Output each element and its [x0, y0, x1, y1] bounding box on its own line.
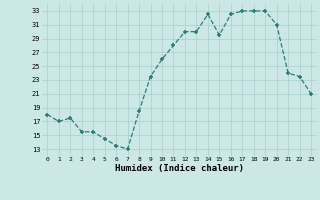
X-axis label: Humidex (Indice chaleur): Humidex (Indice chaleur) [115, 164, 244, 173]
